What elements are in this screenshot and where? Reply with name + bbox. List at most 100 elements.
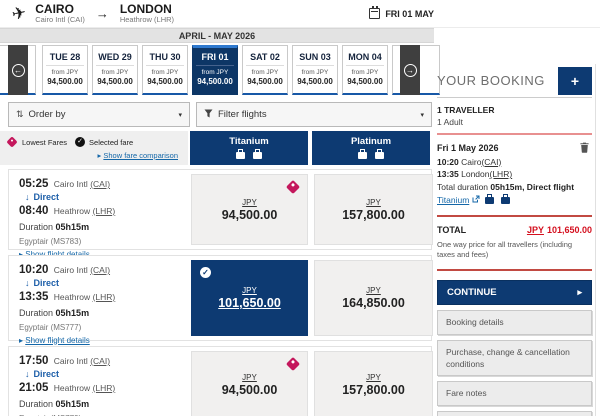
continue-button[interactable]: CONTINUE ▸: [437, 280, 592, 306]
column-label: Titanium: [229, 136, 269, 147]
add-booking-button[interactable]: +: [558, 66, 592, 95]
chevron-down-icon: ▾: [420, 111, 424, 119]
fare-family-link[interactable]: Titanium: [437, 194, 470, 205]
day-card-tue-28[interactable]: TUE 28 from JPY 94,500.00: [42, 45, 88, 95]
show-flight-details-link[interactable]: ▸ Show flight details: [19, 336, 431, 346]
fare-cell-platinum[interactable]: JPY 157,800.00: [314, 351, 433, 416]
fare-cell-titanium-selected[interactable]: ✓ JPY 101,650.00: [191, 260, 308, 336]
booking-sidebar: YOUR BOOKING + 1 TRAVELLER 1 Adult Fri 1…: [437, 64, 596, 416]
total-section: TOTAL JPY 101,650.00 One way price for al…: [437, 217, 592, 272]
trash-icon[interactable]: [580, 142, 589, 157]
arrival-city: Heathrow: [53, 291, 91, 302]
trip-departure-time: 10:20: [437, 156, 459, 167]
arrival-code[interactable]: (LHR): [92, 291, 116, 302]
day-price: 94,500.00: [347, 77, 383, 86]
trip-arrival-code[interactable]: (LHR): [489, 169, 513, 180]
fare-notes-button[interactable]: Fare notes: [437, 381, 592, 406]
arrow-left-icon: ←: [11, 63, 25, 77]
suitcase-icon: [375, 149, 385, 159]
previous-days-button[interactable]: ←: [8, 45, 28, 95]
column-header-titanium[interactable]: Titanium: [190, 131, 308, 165]
duration-label: Duration: [19, 307, 54, 318]
day-card-sat-02[interactable]: SAT 02 from JPY 94,500.00: [242, 45, 288, 95]
total-label: TOTAL: [437, 224, 467, 235]
column-label: Platinum: [350, 136, 392, 147]
carrier-label: Egyptair (MS779): [19, 414, 431, 416]
duration-label: Duration: [19, 398, 54, 409]
destination-airport: Heathrow (LHR): [119, 14, 175, 24]
fare-cell-titanium[interactable]: JPY 94,500.00: [191, 174, 308, 245]
departure-code[interactable]: (CAI): [90, 356, 111, 366]
show-flight-details-link[interactable]: ▸ Show flight details: [19, 250, 431, 260]
external-link-icon: [472, 194, 480, 207]
day-card-fri-01-selected[interactable]: FRI 01 from JPY 94,500.00: [192, 45, 238, 95]
origin-city: CAIRO: [35, 1, 74, 16]
trip-arrival-city: London: [461, 169, 490, 180]
next-days-button[interactable]: →: [400, 45, 420, 95]
fare-currency: JPY: [366, 373, 381, 382]
fare-cell-titanium[interactable]: JPY 94,500.00: [191, 351, 308, 416]
day-label: FRI 01: [196, 48, 234, 66]
origin-airport: Cairo Intl (CAI): [35, 14, 85, 24]
order-by-select[interactable]: ⇅ Order by ▾: [8, 102, 190, 127]
show-fare-comparison-label: Show fare comparison: [103, 151, 178, 160]
selected-fare-label: Selected fare: [89, 137, 134, 147]
arrival-city: Heathrow: [53, 382, 91, 393]
day-card-sun-03[interactable]: SUN 03 from JPY 94,500.00: [292, 45, 338, 95]
fare-currency: JPY: [242, 373, 257, 382]
fare-price: 164,850.00: [342, 296, 405, 310]
day-card-thu-30[interactable]: THU 30 from JPY 94,500.00: [142, 45, 188, 95]
total-amount: JPY 101,650.00: [527, 225, 592, 235]
trip-departure-code[interactable]: (CAI): [481, 156, 502, 167]
lowest-fares-label: Lowest Fares: [22, 137, 68, 147]
arrival-code[interactable]: (LHR): [92, 205, 116, 216]
fare-basis-information-button[interactable]: Fare basis information: [437, 410, 592, 416]
duration-value: 05h15m: [55, 221, 90, 232]
month-band: APRIL - MAY 2026: [0, 28, 434, 43]
day-label: TUE 28: [46, 46, 84, 66]
show-fare-comparison-link[interactable]: ▸ Show fare comparison: [98, 151, 178, 160]
day-price: 94,500.00: [147, 77, 183, 86]
trip-date: Fri 1 May 2026: [437, 143, 499, 153]
trip-duration-value: 05h15m, Direct flight: [490, 182, 575, 192]
bullet-icon: ▸: [19, 335, 24, 345]
departure-time: 05:25: [19, 178, 49, 190]
bullet-icon: ▸: [97, 151, 102, 160]
flight-row-ms777: 10:20 Cairo Intl (CAI) ↓ Direct 13:35 Hea…: [8, 255, 433, 345]
day-card-mon-04[interactable]: MON 04 from JPY 94,500.00: [342, 45, 388, 95]
column-header-platinum[interactable]: Platinum: [312, 131, 430, 165]
departure-code[interactable]: (CAI): [90, 265, 111, 275]
order-by-label: Order by: [28, 109, 66, 120]
duration-value: 05h15m: [55, 398, 90, 409]
carrier-label: Egyptair (MS783): [19, 237, 82, 247]
chevron-down-icon: ▾: [178, 111, 182, 119]
duration-label: Duration: [19, 221, 54, 232]
suitcase-icon: [357, 149, 367, 159]
route-arrow-icon: →: [95, 6, 109, 21]
departure-time: 17:50: [19, 355, 49, 367]
filter-flights-label: Filter flights: [218, 109, 267, 120]
arrival-code[interactable]: (LHR): [92, 382, 116, 393]
fare-price: 157,800.00: [342, 207, 405, 222]
filter-flights-toggle[interactable]: Filter flights ▾: [196, 102, 432, 127]
route-header: ✈ CAIRO Cairo Intl (CAI) → LONDON Heathr…: [0, 0, 600, 28]
fare-cell-platinum[interactable]: JPY 157,800.00: [314, 174, 433, 245]
arrival-city: Heathrow: [53, 205, 91, 216]
purchase-conditions-button[interactable]: Purchase, change & cancellation conditio…: [437, 339, 592, 377]
departure-code[interactable]: (CAI): [90, 179, 111, 189]
arrow-right-icon: →: [403, 63, 417, 77]
fare-cell-platinum[interactable]: JPY 164,850.00: [314, 260, 433, 336]
day-card-wed-29[interactable]: WED 29 from JPY 94,500.00: [92, 45, 138, 95]
booking-details-button[interactable]: Booking details: [437, 310, 592, 335]
stops-label: Direct: [33, 368, 60, 379]
traveller-count: 1 TRAVELLER: [437, 105, 495, 115]
stops-label: Direct: [33, 277, 60, 288]
show-flight-details-label: Show flight details: [25, 335, 90, 345]
destination-city: LONDON: [119, 1, 172, 16]
trip-arrival-time: 13:35: [437, 169, 459, 180]
fare-currency: JPY: [242, 286, 257, 295]
bullet-icon: ▸: [19, 250, 23, 259]
fare-currency: JPY: [242, 197, 257, 207]
origin-block: CAIRO Cairo Intl (CAI): [35, 1, 85, 24]
traveller-summary: 1 TRAVELLER 1 Adult: [437, 98, 592, 135]
